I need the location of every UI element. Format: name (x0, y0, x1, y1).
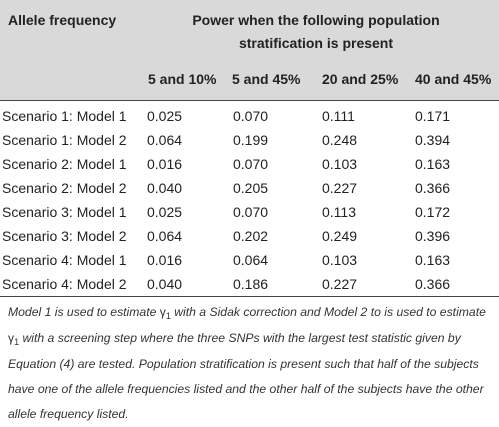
column-group-title-line1: Power when the following population (192, 12, 440, 28)
power-value: 0.163 (415, 156, 451, 172)
power-value: 0.016 (147, 252, 183, 268)
footnote-part3: with a screening step where the three SN… (8, 331, 484, 421)
row-header-title: Allele frequency (8, 12, 117, 28)
power-value: 0.186 (233, 276, 269, 292)
power-value: 0.070 (233, 108, 269, 124)
power-value: 0.016 (147, 156, 183, 172)
power-value: 0.249 (322, 228, 358, 244)
table-row: Scenario 4: Model 1 0.016 0.064 0.103 0.163 (0, 248, 497, 272)
row-label: Scenario 2: Model 2 (2, 180, 127, 196)
table-row: Scenario 2: Model 1 0.016 0.070 0.103 0.163 (0, 152, 497, 176)
power-value: 0.205 (233, 180, 269, 196)
power-value: 0.366 (415, 180, 451, 196)
power-value: 0.025 (147, 108, 183, 124)
header-rule (0, 100, 499, 101)
power-value: 0.227 (322, 180, 358, 196)
footnote-part1: Model 1 is used to estimate (8, 305, 157, 319)
power-value: 0.040 (147, 276, 183, 292)
row-label: Scenario 3: Model 1 (2, 204, 127, 220)
power-value: 0.163 (415, 252, 451, 268)
row-label: Scenario 2: Model 1 (2, 156, 127, 172)
power-value: 0.199 (233, 132, 269, 148)
table-bottom-rule (0, 296, 499, 297)
power-value: 0.025 (147, 204, 183, 220)
table-row: Scenario 2: Model 2 0.040 0.205 0.227 0.366 (0, 176, 497, 200)
table-row: Scenario 3: Model 1 0.025 0.070 0.113 0.172 (0, 200, 497, 224)
power-value: 0.171 (415, 108, 451, 124)
power-value: 0.396 (415, 228, 451, 244)
column-header-4: 40 and 45% (415, 71, 492, 87)
power-value: 0.172 (415, 204, 451, 220)
power-value: 0.103 (322, 156, 358, 172)
power-value: 0.064 (233, 252, 269, 268)
gamma-symbol: γ (159, 305, 166, 319)
table-row: Scenario 1: Model 1 0.025 0.070 0.111 0.171 (0, 104, 497, 128)
gamma-subscript-2: 1 (14, 337, 20, 347)
row-label: Scenario 1: Model 2 (2, 132, 127, 148)
table-row: Scenario 1: Model 2 0.064 0.199 0.248 0.394 (0, 128, 497, 152)
power-value: 0.113 (322, 204, 356, 220)
row-label: Scenario 4: Model 1 (2, 252, 127, 268)
gamma-symbol-2: γ (8, 331, 15, 345)
power-value: 0.111 (322, 108, 355, 124)
column-header-2: 5 and 45% (232, 71, 301, 87)
column-group-title: Power when the following population stra… (133, 10, 499, 53)
column-header-3: 20 and 25% (322, 71, 399, 87)
power-value: 0.070 (233, 156, 269, 172)
gamma-subscript: 1 (165, 311, 171, 321)
power-value: 0.366 (415, 276, 451, 292)
row-label: Scenario 4: Model 2 (2, 276, 127, 292)
power-value: 0.070 (233, 204, 269, 220)
row-label: Scenario 1: Model 1 (2, 108, 127, 124)
power-value: 0.064 (147, 228, 183, 244)
column-group-title-line2: stratification is present (238, 35, 394, 51)
table-row: Scenario 4: Model 2 0.040 0.186 0.227 0.366 (0, 272, 497, 296)
footnote-part2: with a Sidak correction and Model 2 to i… (174, 305, 486, 319)
row-label: Scenario 3: Model 2 (2, 228, 127, 244)
table-footnote: Model 1 is used to estimate γ1 with a Si… (8, 300, 494, 427)
power-value: 0.394 (415, 132, 451, 148)
header-band (0, 0, 499, 100)
column-header-1: 5 and 10% (148, 71, 217, 87)
table-row: Scenario 3: Model 2 0.064 0.202 0.249 0.396 (0, 224, 497, 248)
power-value: 0.202 (233, 228, 269, 244)
power-value: 0.064 (147, 132, 183, 148)
power-value: 0.227 (322, 276, 358, 292)
power-value: 0.248 (322, 132, 358, 148)
power-value: 0.040 (147, 180, 183, 196)
results-table: Scenario 1: Model 1 0.025 0.070 0.111 0.171 S… (0, 104, 497, 296)
power-value: 0.103 (322, 252, 358, 268)
